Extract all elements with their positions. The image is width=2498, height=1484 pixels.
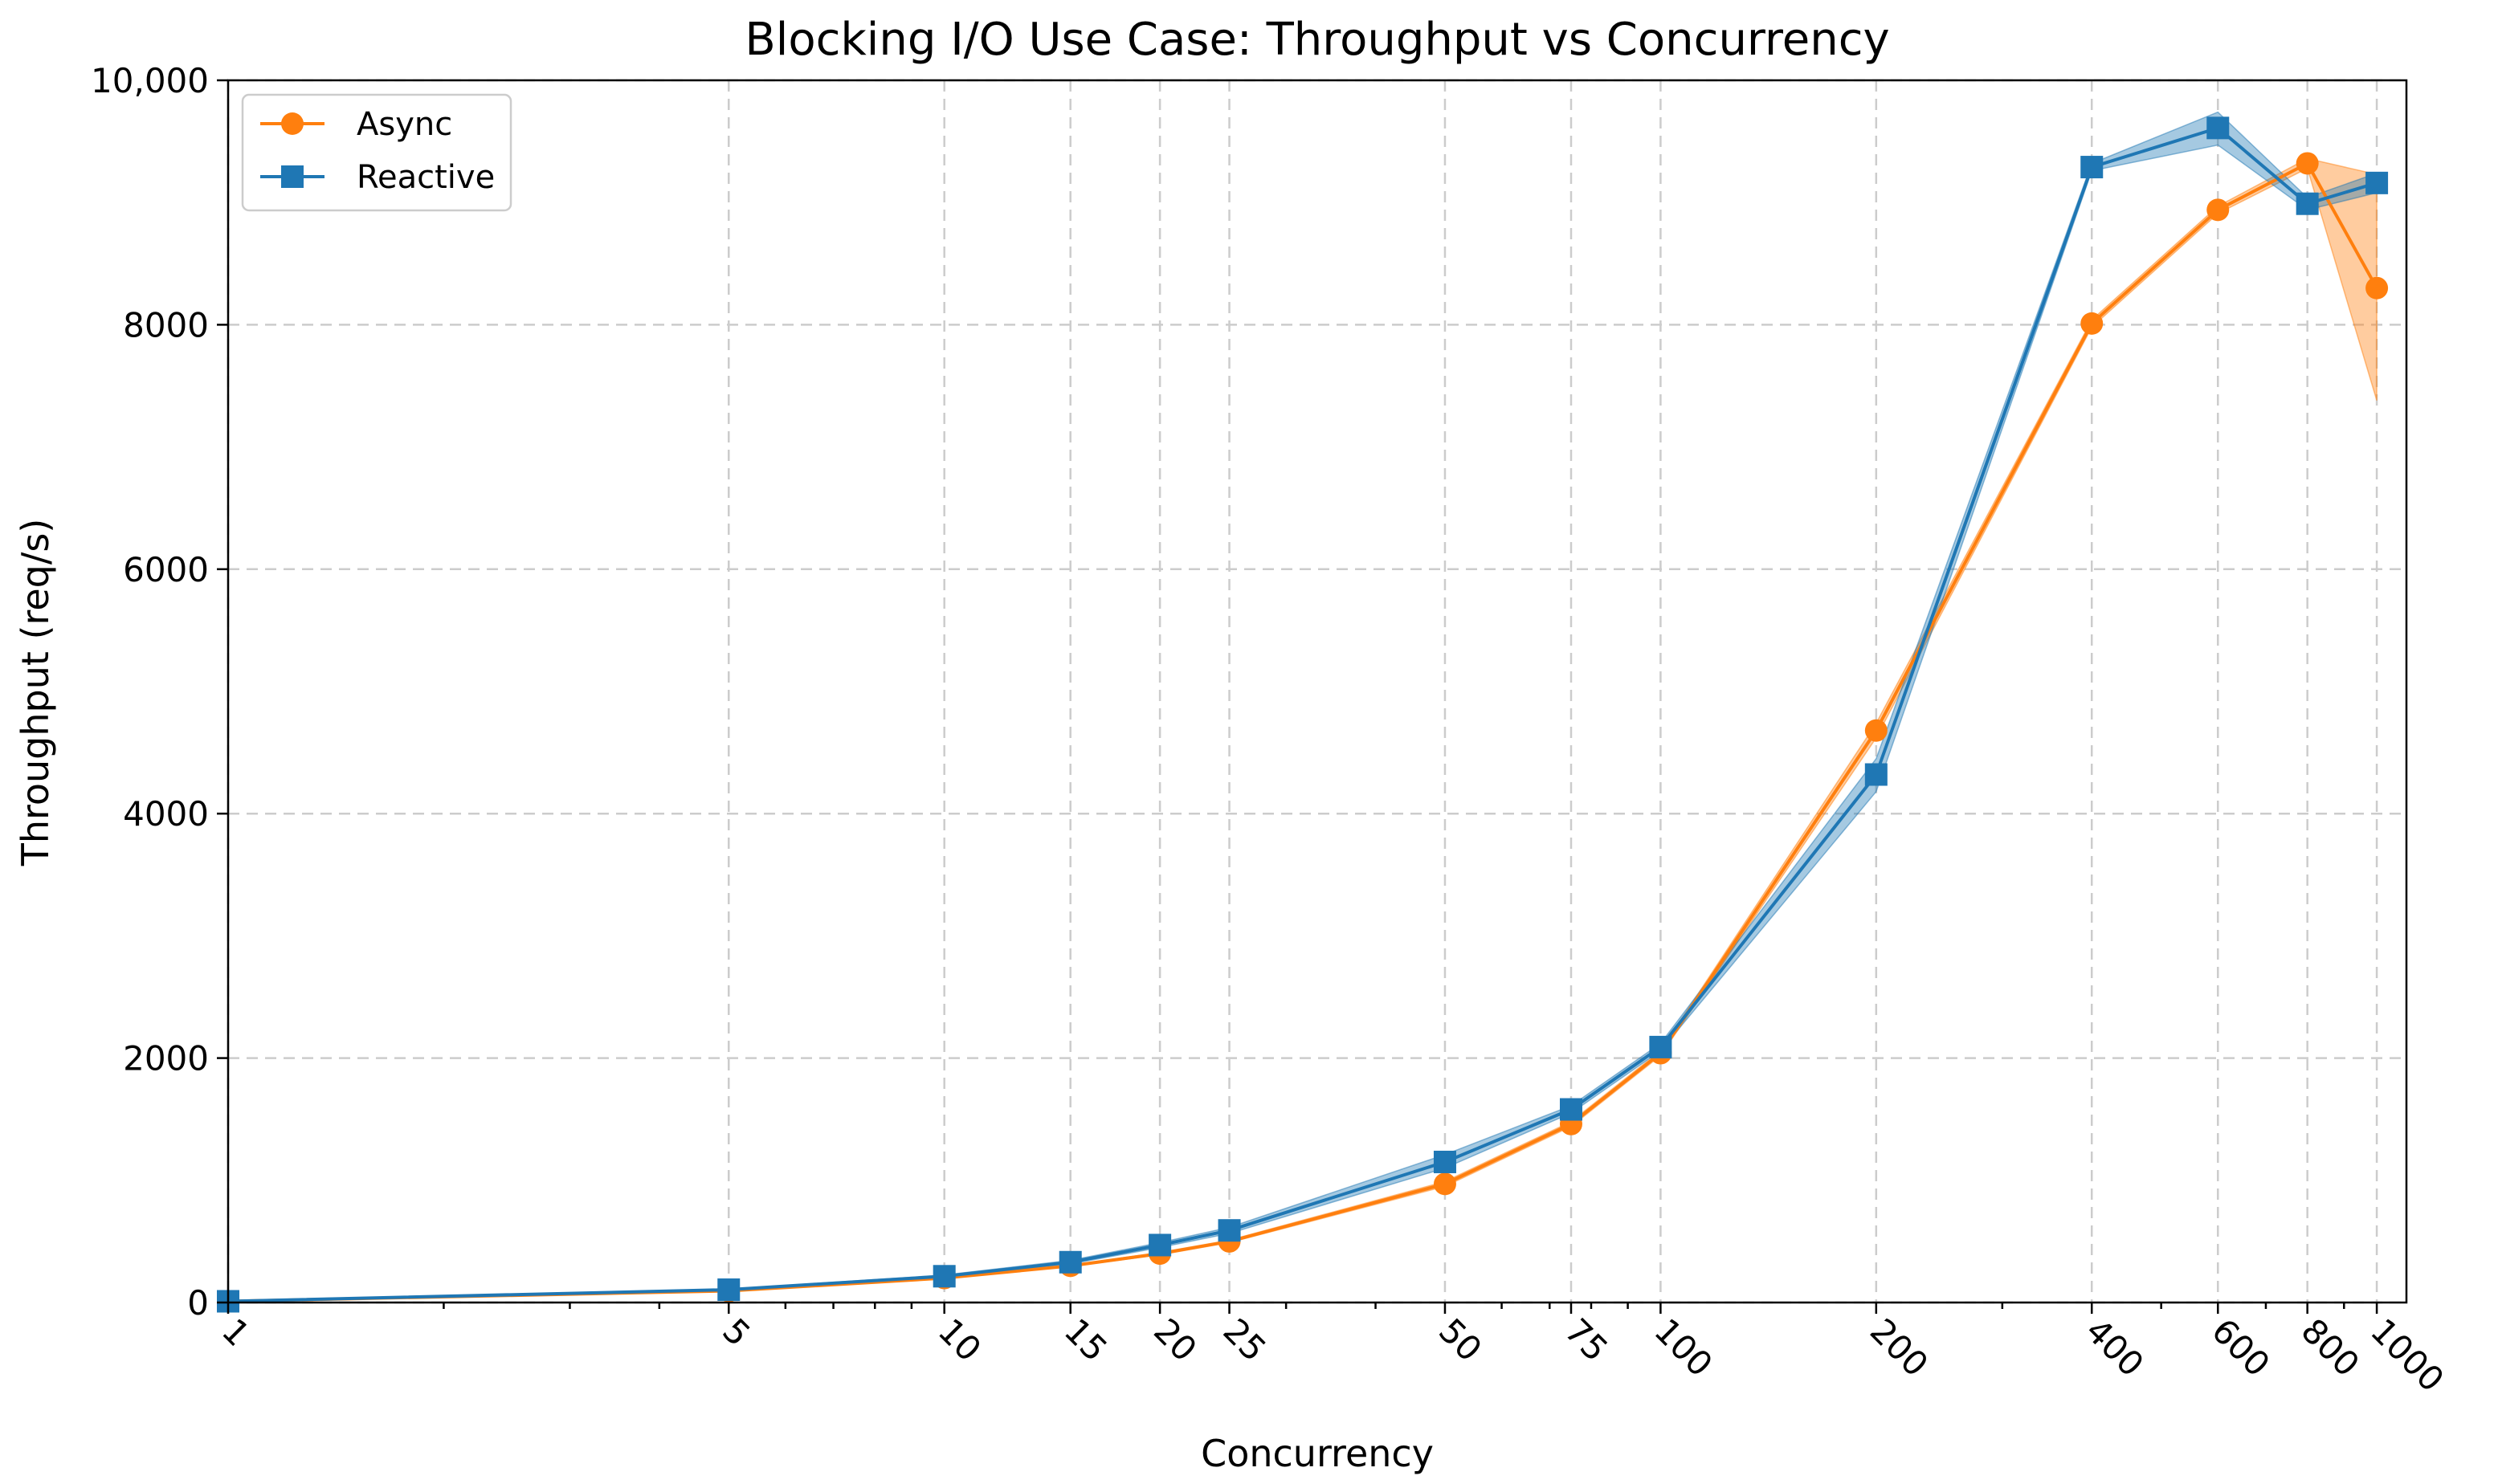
data-point-async xyxy=(2365,276,2389,300)
x-tick-label: 100 xyxy=(1647,1311,1720,1384)
y-tick-label: 10,000 xyxy=(91,61,209,100)
data-point-reactive xyxy=(933,1265,956,1288)
y-tick-label: 0 xyxy=(187,1283,209,1323)
y-axis-label: Throughput (req/s) xyxy=(14,519,57,867)
data-point-async xyxy=(2080,312,2104,335)
y-tick-label: 8000 xyxy=(123,305,209,344)
data-point-reactive xyxy=(1059,1250,1082,1274)
x-tick-label: 800 xyxy=(2294,1311,2367,1384)
plot-frame xyxy=(227,79,2408,1304)
data-point-async xyxy=(1864,719,1888,742)
x-tick-label: 10 xyxy=(931,1311,989,1368)
series-markers xyxy=(217,116,2389,1313)
y-tick-label: 4000 xyxy=(123,794,209,834)
legend-label-async: Async xyxy=(357,106,452,143)
confidence-bands xyxy=(227,111,2378,1303)
data-point-reactive xyxy=(2296,192,2319,215)
grid xyxy=(227,79,2406,1304)
data-point-reactive xyxy=(1864,763,1888,786)
legend-marker-reactive xyxy=(281,165,304,188)
series-line-async xyxy=(227,161,2378,1303)
series-band-async xyxy=(227,157,2378,1303)
x-axis-label: Concurrency xyxy=(1201,1432,1434,1475)
x-tick-label: 200 xyxy=(1863,1311,1936,1384)
data-point-async xyxy=(2206,198,2230,222)
data-point-reactive xyxy=(2206,116,2230,140)
series-line-reactive xyxy=(227,126,2378,1303)
y-tick-label: 6000 xyxy=(123,550,209,589)
data-point-reactive xyxy=(2365,171,2389,194)
data-point-async xyxy=(2296,152,2319,175)
x-tick-label: 5 xyxy=(715,1311,758,1354)
y-axis-ticks: 0 2000 4000 6000 8000 10,000 xyxy=(91,61,228,1323)
legend-marker-async xyxy=(281,112,304,135)
legend: Async Reactive xyxy=(241,93,512,212)
series-lines xyxy=(227,126,2378,1303)
x-tick-label: 400 xyxy=(2078,1311,2151,1384)
series-band-reactive xyxy=(227,111,2378,1303)
x-tick-label: 15 xyxy=(1057,1311,1115,1368)
x-tick-label: 1000 xyxy=(2363,1311,2451,1399)
x-tick-label: 25 xyxy=(1215,1311,1273,1368)
data-point-reactive xyxy=(1218,1219,1241,1242)
data-point-reactive xyxy=(1649,1035,1672,1058)
data-point-reactive xyxy=(717,1278,741,1302)
x-tick-label: 20 xyxy=(1146,1311,1204,1368)
data-point-reactive xyxy=(1149,1233,1172,1257)
legend-label-reactive: Reactive xyxy=(357,159,495,196)
x-tick-label: 75 xyxy=(1557,1311,1615,1368)
data-point-async xyxy=(1433,1172,1456,1196)
x-tick-label: 600 xyxy=(2204,1311,2277,1384)
data-point-reactive xyxy=(1559,1098,1582,1121)
x-tick-label: 1 xyxy=(214,1311,258,1354)
y-tick-label: 2000 xyxy=(123,1039,209,1078)
data-point-reactive xyxy=(1433,1150,1456,1173)
chart-title: Blocking I/O Use Case: Throughput vs Con… xyxy=(745,14,1889,66)
data-point-reactive xyxy=(2080,156,2104,179)
x-tick-label: 50 xyxy=(1431,1311,1489,1368)
